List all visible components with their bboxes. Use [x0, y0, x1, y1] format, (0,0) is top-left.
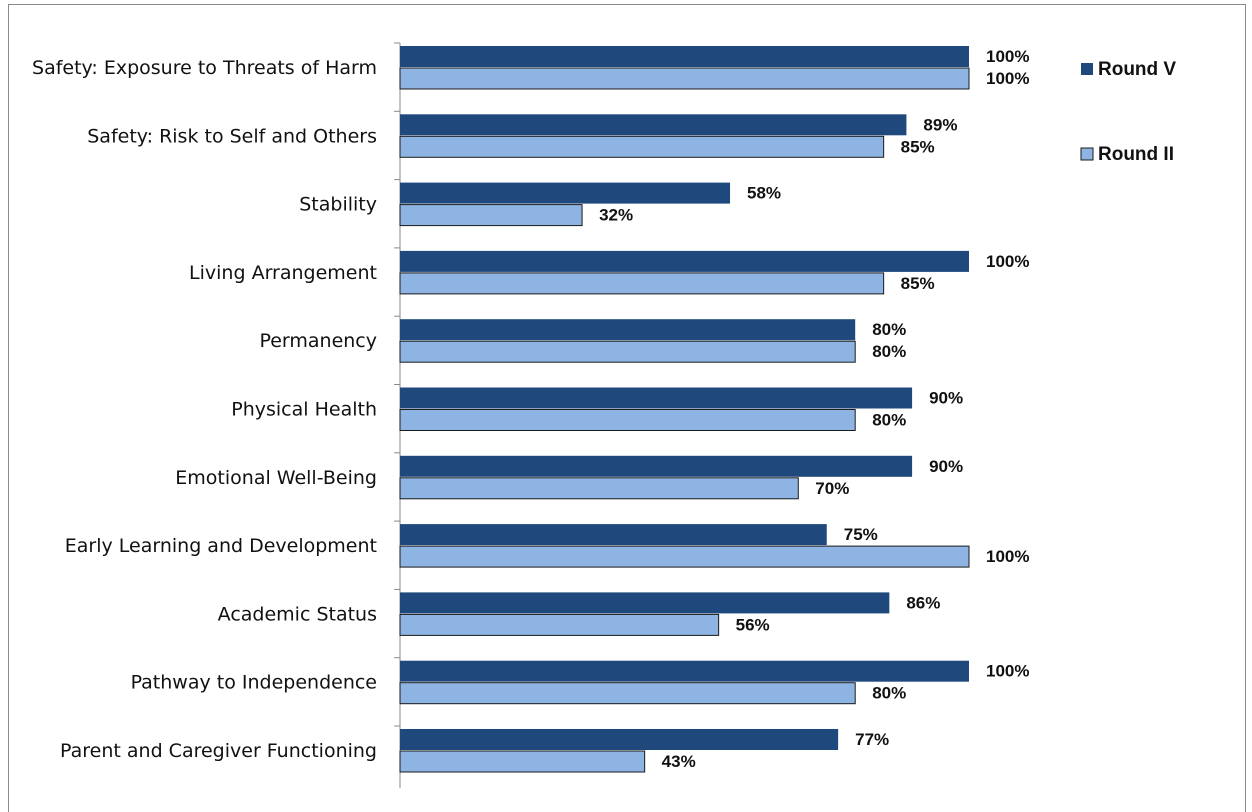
category-label-permanency: Permanency: [259, 330, 377, 352]
bar-round-ii-academic-status: [399, 613, 720, 636]
bar-round-ii-emotional-well-being: [399, 477, 799, 500]
bar-round-v-pathway-to-independence: [400, 660, 969, 682]
bar-round-ii-living-arrangement: [399, 272, 885, 295]
data-label-round-v-permanency: 80%: [872, 320, 906, 339]
category-label-emotional-well-being: Emotional Well-Being: [175, 467, 377, 489]
bar-round-ii-permanency: [399, 340, 856, 363]
data-label-round-ii-safety-risk-to-self-and-others: 85%: [901, 137, 935, 156]
data-label-round-ii-emotional-well-being: 70%: [815, 479, 849, 498]
bar-round-v-safety-risk-to-self-and-others: [400, 114, 907, 136]
category-label-early-learning-and-development: Early Learning and Development: [65, 535, 377, 557]
bar-round-v-stability: [400, 182, 731, 204]
category-label-parent-and-caregiver-functioning: Parent and Caregiver Functioning: [60, 740, 377, 762]
data-label-round-v-safety-risk-to-self-and-others: 89%: [923, 115, 957, 134]
data-label-round-ii-safety-exposure-to-threats-of-harm: 100%: [986, 69, 1029, 88]
category-label-pathway-to-independence: Pathway to Independence: [131, 672, 377, 694]
bar-round-v-parent-and-caregiver-functioning: [400, 729, 839, 750]
data-label-round-v-pathway-to-independence: 100%: [986, 662, 1029, 681]
bar-round-v-permanency: [400, 319, 856, 341]
bar-round-ii-stability: [399, 204, 583, 227]
bar-round-ii-parent-and-caregiver-functioning: [399, 750, 646, 773]
data-label-round-ii-stability: 32%: [599, 206, 633, 225]
bar-round-v-safety-exposure-to-threats-of-harm: [400, 46, 969, 67]
data-label-round-v-safety-exposure-to-threats-of-harm: 100%: [986, 47, 1029, 66]
legend-swatch-round-ii: [1080, 147, 1094, 161]
category-label-physical-health: Physical Health: [231, 399, 377, 421]
bar-round-ii-safety-exposure-to-threats-of-harm: [399, 67, 970, 90]
data-label-round-v-emotional-well-being: 90%: [929, 457, 963, 476]
data-label-round-ii-early-learning-and-development: 100%: [986, 547, 1029, 566]
data-label-round-ii-pathway-to-independence: 80%: [872, 684, 906, 703]
bar-round-v-academic-status: [400, 592, 890, 614]
data-label-round-v-stability: 58%: [747, 184, 781, 203]
legend-label-round-ii: Round II: [1098, 144, 1174, 165]
data-label-round-ii-academic-status: 56%: [736, 615, 770, 634]
data-label-round-ii-living-arrangement: 85%: [901, 274, 935, 293]
category-label-living-arrangement: Living Arrangement: [189, 262, 377, 284]
category-label-safety-risk-to-self-and-others: Safety: Risk to Self and Others: [87, 125, 377, 147]
bar-round-v-living-arrangement: [400, 250, 969, 272]
bar-round-ii-pathway-to-independence: [399, 682, 856, 705]
data-label-round-ii-physical-health: 80%: [872, 411, 906, 430]
category-label-safety-exposure-to-threats-of-harm: Safety: Exposure to Threats of Harm: [32, 57, 377, 79]
category-label-academic-status: Academic Status: [218, 603, 377, 625]
bar-round-ii-safety-risk-to-self-and-others: [399, 135, 885, 158]
data-label-round-ii-parent-and-caregiver-functioning: 43%: [662, 752, 696, 771]
category-label-stability: Stability: [299, 194, 377, 216]
legend-swatch-round-v: [1081, 63, 1093, 75]
data-label-round-v-parent-and-caregiver-functioning: 77%: [855, 730, 889, 749]
data-label-round-v-physical-health: 90%: [929, 389, 963, 408]
legend-label-round-v: Round V: [1098, 59, 1176, 80]
data-label-round-v-early-learning-and-development: 75%: [844, 525, 878, 544]
bar-round-v-early-learning-and-development: [400, 524, 827, 546]
data-label-round-ii-permanency: 80%: [872, 342, 906, 361]
bar-round-ii-physical-health: [399, 409, 856, 431]
data-label-round-v-academic-status: 86%: [906, 593, 940, 612]
bar-round-ii-early-learning-and-development: [399, 545, 970, 568]
bar-round-v-emotional-well-being: [400, 455, 913, 477]
bar-round-v-physical-health: [400, 387, 913, 409]
data-label-round-v-living-arrangement: 100%: [986, 252, 1029, 271]
